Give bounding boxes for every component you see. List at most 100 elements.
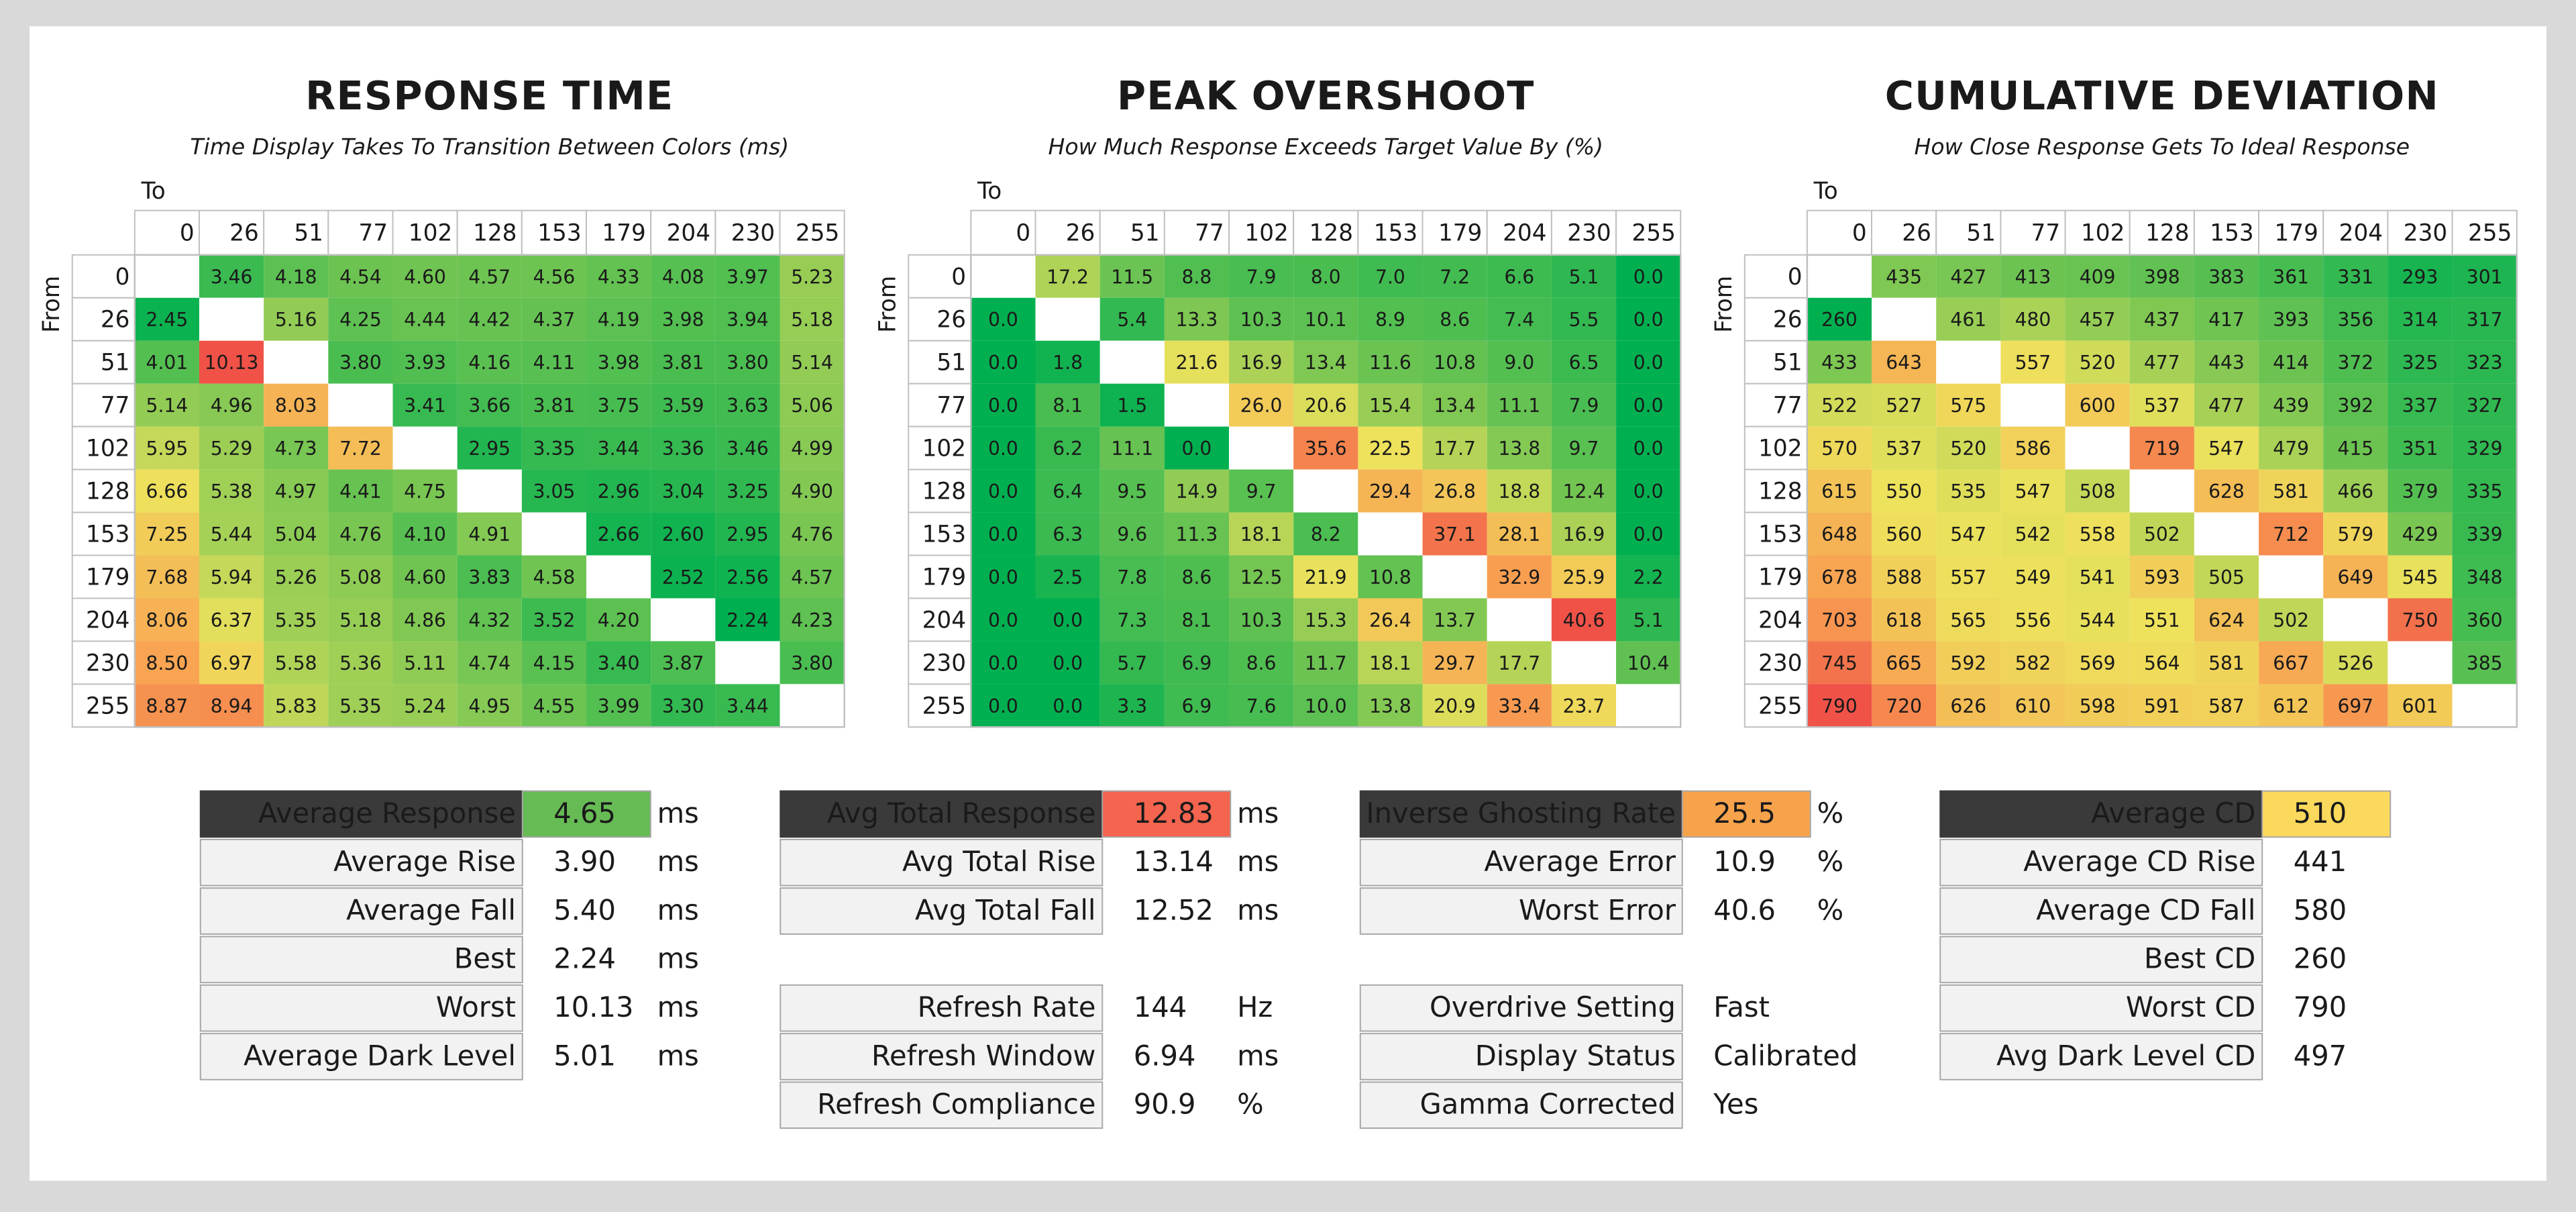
cell-bg [2129, 512, 2194, 556]
cell-bg [2387, 684, 2453, 727]
cell-bg [1035, 340, 1100, 384]
cell-bg [1229, 512, 1294, 556]
cell: 508 [2080, 481, 2116, 503]
cell-bg [1551, 555, 1617, 599]
cell-bg [1035, 383, 1100, 427]
stat-label: Average Error [1484, 845, 1676, 878]
cell-bg [134, 684, 199, 727]
cell: 665 [1886, 652, 1922, 674]
cell-bg [2452, 297, 2517, 341]
cell-bg [1035, 641, 1100, 685]
stat-label-box [1359, 887, 1683, 935]
cell: 14.9 [1176, 481, 1218, 503]
stat-label: Average CD Fall [2036, 893, 2255, 926]
column-label: 153 [2210, 220, 2253, 247]
cell-bg [1616, 512, 1681, 556]
row-header-cell [908, 511, 972, 556]
cell: 480 [2015, 309, 2051, 331]
cell-bg [1035, 254, 1100, 298]
cell: 526 [2337, 652, 2373, 674]
row-header-cell [908, 297, 972, 342]
cell-bg [521, 598, 587, 642]
header-cell [1806, 209, 1873, 256]
column-label: 102 [1244, 220, 1288, 247]
cell-bg [2323, 598, 2388, 642]
cell: 6.3 [1053, 523, 1083, 546]
cell: 6.5 [1569, 352, 1599, 374]
row-label: 51 [101, 350, 130, 376]
row-label: 230 [922, 650, 966, 676]
stat-value: 25.5 [1713, 797, 1776, 829]
cell: 593 [2144, 566, 2180, 589]
cell-bg [2259, 383, 2324, 427]
header-cell [1293, 209, 1359, 256]
cell-bg [1229, 641, 1294, 685]
cell-bg [328, 684, 393, 727]
cell: 4.57 [791, 566, 833, 589]
cell-bg [2000, 512, 2065, 556]
row-label: 77 [101, 393, 130, 419]
cell-bg [1164, 555, 1230, 599]
stat-label-box [780, 984, 1104, 1032]
cell: 4.76 [339, 523, 382, 546]
cell: 10.4 [1627, 652, 1670, 674]
cell: 17.7 [1434, 438, 1476, 460]
cell: 5.14 [791, 352, 833, 374]
cell-bg [2387, 297, 2453, 341]
row-header-cell [1743, 383, 1808, 427]
cell-bg [1936, 555, 2001, 599]
row-header-cell [71, 383, 136, 427]
stat-unit: ms [1237, 1039, 1279, 1072]
cell: 0.0 [1053, 609, 1083, 632]
cell-bg [715, 512, 780, 556]
cell-bg [134, 512, 199, 556]
cell-bg [715, 340, 780, 384]
row-label: 153 [1758, 521, 1802, 548]
cell: 6.9 [1182, 695, 1212, 717]
cell: 28.1 [1498, 523, 1540, 546]
cell: 544 [2080, 609, 2116, 632]
cell-bg [2065, 555, 2130, 599]
cell-bg [1099, 469, 1165, 513]
cell-bg [780, 297, 845, 341]
column-label: 204 [2339, 220, 2383, 247]
cell: 3.36 [662, 438, 704, 460]
stat-label: Best CD [2144, 942, 2255, 975]
panel-subtitle: How Much Response Exceeds Target Value B… [1049, 134, 1603, 160]
stat-value: 3.90 [553, 845, 616, 878]
row-label: 255 [1758, 693, 1802, 719]
cell: 0.0 [988, 309, 1018, 331]
column-label: 26 [1902, 220, 1931, 247]
cell-bg [1164, 469, 1230, 513]
cell: 5.11 [404, 652, 446, 674]
cell: 6.66 [146, 481, 189, 503]
cell-bg [1872, 641, 1937, 685]
cell-bg [2387, 598, 2453, 642]
column-label: 204 [1503, 220, 1546, 247]
cell: 502 [2273, 609, 2309, 632]
cell-bg [2129, 340, 2194, 384]
stat-unit: ms [657, 893, 699, 926]
cell-bg [715, 641, 780, 685]
cell-bg [264, 598, 329, 642]
cell-bg [1164, 512, 1230, 556]
cell-bg [1229, 340, 1294, 384]
row-label: 102 [1758, 436, 1802, 462]
cell: 502 [2144, 523, 2180, 546]
stat-label-box [1359, 1081, 1683, 1129]
stat-value: 90.9 [1134, 1088, 1196, 1121]
cell-bg [1099, 598, 1165, 642]
cell-bg [651, 297, 716, 341]
column-label: 26 [229, 220, 259, 247]
cell-bg [134, 426, 199, 470]
cell: 26.8 [1434, 481, 1476, 503]
cell-bg [1616, 684, 1681, 727]
cell-bg [1807, 297, 1872, 341]
header-cell [779, 209, 845, 256]
cell-bg [2452, 684, 2517, 727]
cell: 11.1 [1498, 395, 1540, 417]
cell: 9.0 [1504, 352, 1534, 374]
cell: 409 [2080, 266, 2116, 288]
cell: 8.50 [146, 652, 189, 674]
cell: 3.44 [727, 695, 769, 717]
